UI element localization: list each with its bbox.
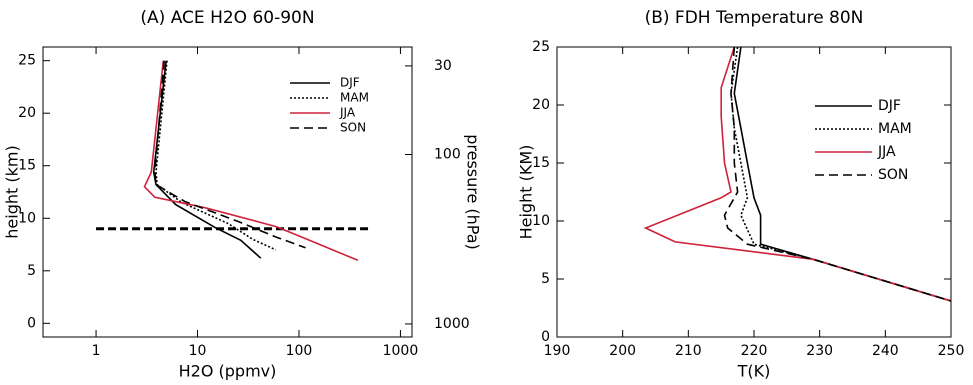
- x-tick-label: 100: [286, 343, 313, 359]
- data-line: [643, 46, 952, 302]
- data-line: [733, 46, 952, 302]
- x-tick-label: 230: [806, 343, 833, 359]
- legend-label: DJF: [878, 98, 901, 114]
- legend-label: JJA: [339, 106, 356, 120]
- x-tick-label: 10: [189, 343, 207, 359]
- x-tick-label: 210: [675, 343, 702, 359]
- x-axis-title: T(K): [737, 362, 771, 381]
- y-tick-label: 25: [18, 53, 36, 69]
- y2-tick-label: 30: [434, 58, 452, 74]
- data-line: [154, 60, 306, 249]
- x-axis-title: H2O (ppmv): [179, 362, 277, 381]
- y2-axis-title: pressure (hPa): [464, 134, 483, 250]
- y-tick-label: 20: [18, 105, 36, 121]
- legend-label: MAM: [878, 121, 912, 137]
- x-tick-label: 1000: [383, 343, 419, 359]
- chart-title: (A) ACE H2O 60-90N: [140, 8, 314, 28]
- y-tick-label: 25: [532, 39, 550, 55]
- legend-label: DJF: [340, 76, 360, 90]
- y-tick-label: 10: [532, 213, 550, 229]
- data-line: [143, 60, 359, 262]
- legend-label: SON: [340, 121, 366, 135]
- y-tick-label: 5: [541, 271, 550, 287]
- x-tick-label: 190: [544, 343, 571, 359]
- y-axis-title: height (km): [3, 145, 22, 238]
- y-tick-label: 0: [27, 315, 36, 331]
- y2-tick-label: 100: [434, 147, 461, 163]
- x-tick-label: 220: [741, 343, 768, 359]
- plot-frame: [42, 46, 413, 338]
- y2-tick-label: 1000: [434, 316, 470, 332]
- chart-title: (B) FDH Temperature 80N: [645, 8, 864, 28]
- y-axis-title: Height (KM): [517, 145, 536, 240]
- data-line: [723, 46, 952, 302]
- data-line: [730, 46, 952, 302]
- legend-label: JJA: [877, 144, 896, 160]
- y-tick-label: 0: [541, 329, 550, 345]
- y-tick-label: 15: [532, 155, 550, 171]
- legend-label: SON: [878, 167, 908, 183]
- y-tick-label: 5: [27, 263, 36, 279]
- y-tick-label: 10: [18, 210, 36, 226]
- x-tick-label: 250: [938, 343, 965, 359]
- legend-label: MAM: [340, 91, 369, 105]
- x-tick-label: 200: [609, 343, 636, 359]
- y-tick-label: 20: [532, 97, 550, 113]
- plot-frame: [556, 46, 952, 338]
- x-tick-label: 1: [92, 343, 101, 359]
- data-line: [152, 60, 262, 259]
- y-tick-label: 15: [18, 158, 36, 174]
- x-tick-label: 240: [872, 343, 899, 359]
